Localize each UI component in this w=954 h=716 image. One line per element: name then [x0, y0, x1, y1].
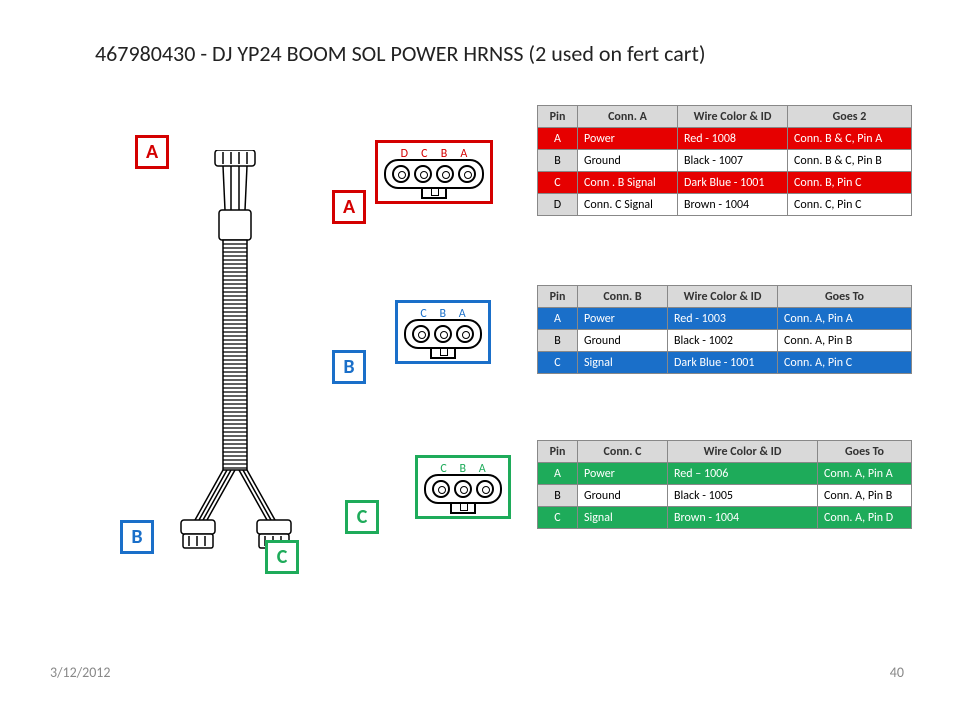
table-cell: Conn. B, Pin C: [788, 172, 912, 194]
table-row: BGroundBlack - 1002Conn. A, Pin B: [538, 330, 912, 352]
table-header: Pin: [538, 106, 578, 128]
table-cell: Conn. A, Pin B: [818, 485, 912, 507]
table-cell: Conn. A, Pin A: [818, 463, 912, 485]
table-conn-a: Pin Conn. A Wire Color & ID Goes 2 APowe…: [537, 105, 912, 216]
table-cell: C: [538, 172, 578, 194]
connector-a-face: D C B A: [375, 140, 493, 204]
table-row: DConn. C SignalBrown - 1004Conn. C, Pin …: [538, 194, 912, 216]
table-cell: C: [538, 507, 578, 529]
table-header: Conn. A: [578, 106, 678, 128]
table-cell: A: [538, 308, 578, 330]
table-conn-c: Pin Conn. C Wire Color & ID Goes To APow…: [537, 440, 912, 529]
footer-date: 3/12/2012: [50, 664, 110, 681]
table-header: Wire Color & ID: [678, 106, 788, 128]
table-cell: Conn. A, Pin B: [778, 330, 912, 352]
table-cell: Conn. B & C, Pin A: [788, 128, 912, 150]
table-header: Pin: [538, 286, 578, 308]
connector-b-face: C B A: [395, 300, 491, 364]
table-row: CSignalBrown - 1004Conn. A, Pin D: [538, 507, 912, 529]
table-row: BGroundBlack - 1007Conn. B & C, Pin B: [538, 150, 912, 172]
table-cell: Conn. A, Pin C: [778, 352, 912, 374]
table-cell: Signal: [578, 507, 668, 529]
table-cell: Black - 1005: [668, 485, 818, 507]
table-cell: Dark Blue - 1001: [678, 172, 788, 194]
table-row: APowerRed – 1006Conn. A, Pin A: [538, 463, 912, 485]
table-a-body: APowerRed - 1008Conn. B & C, Pin ABGroun…: [538, 128, 912, 216]
table-row: BGroundBlack - 1005Conn. A, Pin B: [538, 485, 912, 507]
table-cell: B: [538, 485, 578, 507]
table-cell: Conn. C, Pin C: [788, 194, 912, 216]
table-cell: Power: [578, 128, 678, 150]
table-row: CConn . B SignalDark Blue - 1001Conn. B,…: [538, 172, 912, 194]
table-c-body: APowerRed – 1006Conn. A, Pin ABGroundBla…: [538, 463, 912, 529]
table-header: Pin: [538, 441, 578, 463]
table-header: Goes 2: [788, 106, 912, 128]
table-cell: Black - 1002: [668, 330, 778, 352]
harness-label-b: B: [120, 520, 154, 554]
harness-drawing: [175, 150, 305, 570]
table-row: CSignalDark Blue - 1001Conn. A, Pin C: [538, 352, 912, 374]
table-cell: D: [538, 194, 578, 216]
table-cell: Ground: [578, 485, 668, 507]
table-header: Goes To: [818, 441, 912, 463]
table-header: Wire Color & ID: [668, 286, 778, 308]
table-header: Conn. B: [578, 286, 668, 308]
table-cell: Red - 1003: [668, 308, 778, 330]
table-cell: A: [538, 463, 578, 485]
table-cell: Brown - 1004: [678, 194, 788, 216]
table-cell: A: [538, 128, 578, 150]
footer-page: 40: [890, 664, 904, 681]
table-cell: Power: [578, 463, 668, 485]
table-cell: Ground: [578, 150, 678, 172]
table-cell: Power: [578, 308, 668, 330]
table-cell: C: [538, 352, 578, 374]
table-row: APowerRed - 1008Conn. B & C, Pin A: [538, 128, 912, 150]
connector-a-label: A: [332, 190, 366, 224]
page-title: 467980430 - DJ YP24 BOOM SOL POWER HRNSS…: [95, 40, 706, 67]
harness-label-c: C: [265, 540, 299, 574]
connector-c-face: C B A: [415, 455, 511, 519]
table-cell: Dark Blue - 1001: [668, 352, 778, 374]
table-cell: Brown - 1004: [668, 507, 818, 529]
table-cell: Conn . B Signal: [578, 172, 678, 194]
table-cell: Conn. A, Pin A: [778, 308, 912, 330]
table-cell: Conn. C Signal: [578, 194, 678, 216]
table-cell: Red - 1008: [678, 128, 788, 150]
table-cell: Conn. B & C, Pin B: [788, 150, 912, 172]
table-b-body: APowerRed - 1003Conn. A, Pin ABGroundBla…: [538, 308, 912, 374]
connector-b-label: B: [332, 350, 366, 384]
table-row: APowerRed - 1003Conn. A, Pin A: [538, 308, 912, 330]
table-header: Wire Color & ID: [668, 441, 818, 463]
table-cell: Red – 1006: [668, 463, 818, 485]
table-cell: Ground: [578, 330, 668, 352]
table-header: Conn. C: [578, 441, 668, 463]
connector-c-label: C: [345, 500, 379, 534]
table-cell: B: [538, 150, 578, 172]
table-cell: B: [538, 330, 578, 352]
table-cell: Signal: [578, 352, 668, 374]
harness-label-a: A: [135, 135, 169, 169]
table-conn-b: Pin Conn. B Wire Color & ID Goes To APow…: [537, 285, 912, 374]
table-cell: Conn. A, Pin D: [818, 507, 912, 529]
table-header: Goes To: [778, 286, 912, 308]
table-cell: Black - 1007: [678, 150, 788, 172]
